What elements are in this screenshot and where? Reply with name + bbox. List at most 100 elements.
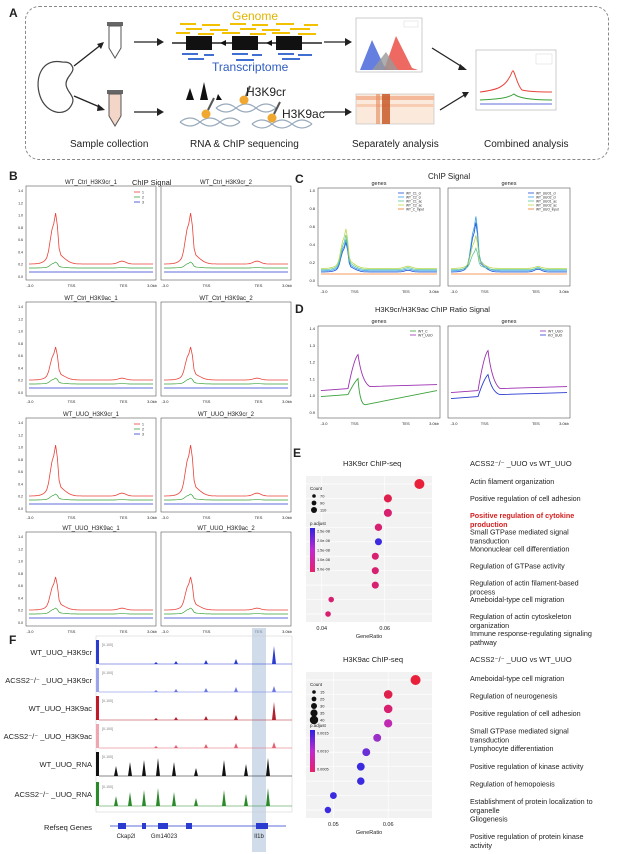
legend: 123 xyxy=(134,191,144,205)
series-2-line xyxy=(29,377,153,385)
step-separately-analysis: Separately analysis xyxy=(352,139,439,150)
panel-label-c: C xyxy=(295,172,304,186)
il1b-highlight-band xyxy=(252,628,266,852)
series-2-line xyxy=(164,261,288,269)
series-line xyxy=(321,242,437,273)
x-tick-label: -3.0 xyxy=(321,421,329,426)
go-term-label: Positive regulation of kinase activity xyxy=(470,762,584,771)
series-line xyxy=(451,235,567,269)
go-term-label: activity xyxy=(470,841,492,850)
gene-label-ckap2l: Ckap2l xyxy=(117,834,136,840)
x-tick-label: -3.0 xyxy=(451,289,459,294)
go-term-label: Regulation of actin cytoskeleton xyxy=(470,612,572,621)
padj-legend-label: 0.0010 xyxy=(317,750,329,754)
track-label: WT_UUO_H3K9cr xyxy=(30,648,92,657)
count-legend-dot xyxy=(311,696,317,702)
series-line xyxy=(451,247,567,270)
y-tick-label: 1.4 xyxy=(18,421,23,425)
y-tick-label: 0.8 xyxy=(18,342,23,346)
x-tick-label: -3.0 xyxy=(162,283,170,288)
count-legend-dot xyxy=(310,709,318,717)
x-tick-label: -3.0 xyxy=(321,289,329,294)
x-tick-label: TSS xyxy=(481,421,489,426)
x-tick-label: TSS xyxy=(481,289,489,294)
track-scale-label: [0-100] xyxy=(102,755,113,759)
x-tick-label: TES xyxy=(255,515,263,520)
panel-c-heading: ChIP Signal xyxy=(428,172,471,181)
y-tick-label: 0.4 xyxy=(18,366,23,370)
y-tick-label: 1.4 xyxy=(18,535,23,539)
panel-c-plot-2: genes -3.0 TSS TES 3.0kb WT_UUO1_crWT_UUO2_cr… xyxy=(447,181,571,294)
count-legend-title: Count xyxy=(310,486,323,491)
y-tick-label: 0.2 xyxy=(18,609,23,613)
go-term-label: Regulation of neurogenesis xyxy=(470,692,558,701)
series-2-line xyxy=(164,607,288,615)
padj-legend-label: 2.5e-08 xyxy=(317,530,330,534)
genome-reads xyxy=(176,23,318,35)
x-tick-label: 0.05 xyxy=(328,822,339,828)
y-tick-label: 0.4 xyxy=(18,482,23,486)
count-legend-label: 15 xyxy=(320,690,325,695)
series-1-line xyxy=(164,576,288,611)
count-legend-dot xyxy=(312,494,316,498)
y-tick-label: 0.2 xyxy=(18,379,23,383)
go-term-label: Regulation of GTPase activity xyxy=(470,561,565,570)
series-2-line xyxy=(164,377,288,385)
tube-icon-bottom xyxy=(107,90,123,127)
y-tick-label: 0.4 xyxy=(309,242,315,247)
profile-plot-title: WT_UUO_H3K9cr_2 xyxy=(198,412,255,418)
legend-label: WT_UUO2_ac xyxy=(536,204,557,208)
panel-b-heading: ChIP Signal xyxy=(132,178,172,187)
x-tick-label: TSS xyxy=(68,283,76,288)
track-4: ACSS2⁻/⁻ _UUO_H3K9ac [0-100] xyxy=(4,724,292,749)
y-tick-label: 0.8 xyxy=(18,458,23,462)
y-tick-label: 1.0 xyxy=(309,393,315,398)
exon-block xyxy=(142,823,146,829)
step-rna-chip-seq: RNA & ChIP sequencing xyxy=(190,139,299,150)
x-tick-label: TSS xyxy=(203,515,211,520)
padj-legend-label: 0.0005 xyxy=(317,768,329,772)
count-legend-label: 40 xyxy=(320,718,325,723)
x-tick-label: TSS xyxy=(203,629,211,634)
go-term-label: Establishment of protein localization to xyxy=(470,797,593,806)
y-tick-label: 0.0 xyxy=(309,278,315,283)
legend-label: WT_UUO1_cr xyxy=(536,192,557,196)
kidney-icon xyxy=(37,60,74,113)
x-tick-label: TES xyxy=(532,421,540,426)
x-tick-label: 0.06 xyxy=(383,822,394,828)
profile-plot-title: WT_Ctrl_H3K9cr_2 xyxy=(200,180,253,186)
go-term-label: Mononuclear cell differentiation xyxy=(470,545,569,554)
dot xyxy=(325,611,331,617)
go-term-label: Lymphocyte differentiation xyxy=(470,744,554,753)
series-1-line xyxy=(29,346,153,381)
x-tick-label: -3.0 xyxy=(27,515,35,520)
x-tick-label: TSS xyxy=(68,629,76,634)
go-term-label: Gliogenesis xyxy=(470,814,508,823)
panel-c-legend: WT_C1_crWT_C2_crWT_C1_acWT_C2_acWT_C_Inp… xyxy=(398,192,424,212)
series-line xyxy=(320,353,438,392)
y-tick-label: 1.1 xyxy=(309,376,315,381)
x-tick-label: TES xyxy=(120,629,128,634)
go-term-label: Actin filament organization xyxy=(470,477,554,486)
track-label: ACSS2⁻/⁻ _UUO_H3K9cr xyxy=(5,676,92,685)
x-tick-label: TES xyxy=(532,289,540,294)
series-1-line xyxy=(164,346,288,381)
x-tick-label: 3.0kb xyxy=(147,515,158,520)
track-3: WT_UUO_H3K9ac [0-100] xyxy=(29,696,292,721)
y-tick-label: 1.4 xyxy=(18,189,23,193)
y-tick-label: 0.9 xyxy=(309,410,315,415)
step-combined-analysis: Combined analysis xyxy=(484,139,569,150)
legend-label: WT_UUO xyxy=(548,330,563,334)
profile-plot-title: WT_UUO_H3K9ac_2 xyxy=(197,526,255,532)
profile-plot-title: WT_UUO_H3K9cr_1 xyxy=(63,412,120,418)
gene-model xyxy=(172,36,322,50)
legend-label: WT_UUO1_ac xyxy=(536,200,557,204)
x-axis-label: GeneRatio xyxy=(356,634,382,640)
y-tick-label: 1.0 xyxy=(18,560,23,564)
refseq-track: Refseq Genes Ckap2l Gm14023 Il1b xyxy=(44,823,286,840)
x-tick-label: TES xyxy=(255,399,263,404)
x-tick-label: 3.0kb xyxy=(429,421,440,426)
chip-peaks xyxy=(176,82,226,100)
